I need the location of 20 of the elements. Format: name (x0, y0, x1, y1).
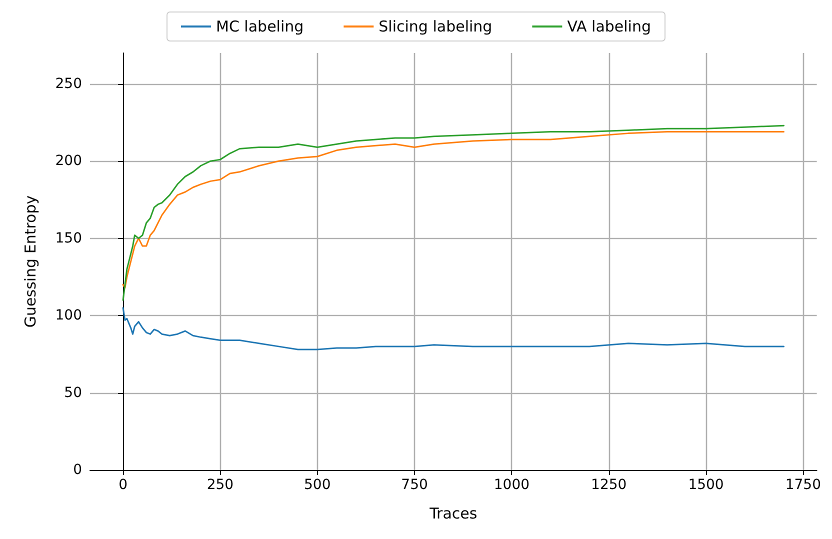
line-series (122, 307, 785, 350)
legend-label: VA labeling (567, 18, 652, 36)
legend-label: Slicing labeling (378, 18, 492, 36)
y-tick-label: 100 (55, 308, 82, 324)
x-tick-label: 0 (118, 477, 128, 493)
y-tick-label: 150 (55, 230, 82, 246)
x-tick-label: 1500 (688, 477, 724, 493)
y-tick-label: 200 (55, 153, 82, 170)
y-tick-label: 0 (73, 462, 82, 478)
x-tick-label: 750 (401, 477, 428, 493)
y-tick-label: 250 (55, 76, 82, 92)
x-tick-label: 1750 (785, 477, 822, 493)
legend-label: MC labeling (216, 18, 304, 36)
y-tick-label: 50 (64, 384, 82, 401)
x-axis-title: Traces (428, 504, 478, 522)
x-tick-label: 250 (206, 477, 234, 493)
x-tick-label: 500 (304, 477, 331, 493)
y-axis-title: Guessing Entropy (22, 195, 40, 328)
x-tick-label: 1000 (494, 477, 530, 493)
x-tick-label: 1250 (591, 477, 627, 493)
